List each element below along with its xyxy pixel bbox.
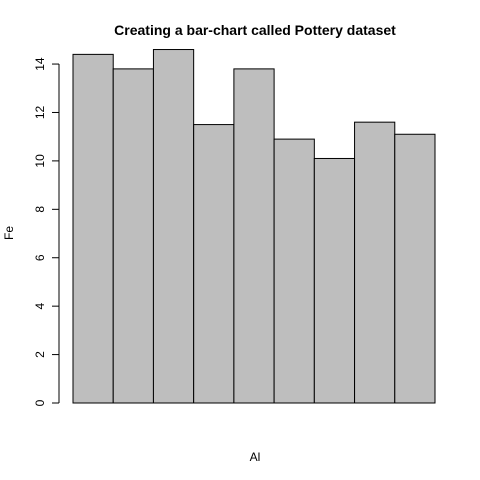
y-tick-label-2: 4 (33, 303, 47, 310)
x-axis-label: Al (250, 450, 261, 464)
y-axis-label: Fe (2, 226, 16, 240)
chart-title: Creating a bar-chart called Pottery data… (114, 22, 396, 38)
y-tick-label-4: 8 (33, 206, 47, 213)
y-tick-label-3: 6 (33, 254, 47, 261)
bar-7 (313, 157, 356, 404)
y-tick-label-6: 12 (33, 105, 47, 119)
y-tick-label-5: 10 (33, 154, 47, 168)
bar-2 (112, 68, 154, 404)
bar-1 (72, 53, 114, 404)
bar-9 (394, 133, 436, 404)
y-tick-label-1: 2 (33, 351, 47, 358)
bar-6 (273, 138, 315, 404)
bar-5 (233, 68, 275, 404)
bar-8 (354, 121, 396, 404)
y-axis: 0 2 4 6 8 10 12 14 (33, 57, 60, 406)
bar-3 (152, 49, 195, 404)
y-tick-label-7: 14 (33, 57, 47, 71)
bar-4 (193, 124, 235, 404)
y-tick-label-0: 0 (33, 399, 47, 406)
bars-group (72, 49, 436, 404)
